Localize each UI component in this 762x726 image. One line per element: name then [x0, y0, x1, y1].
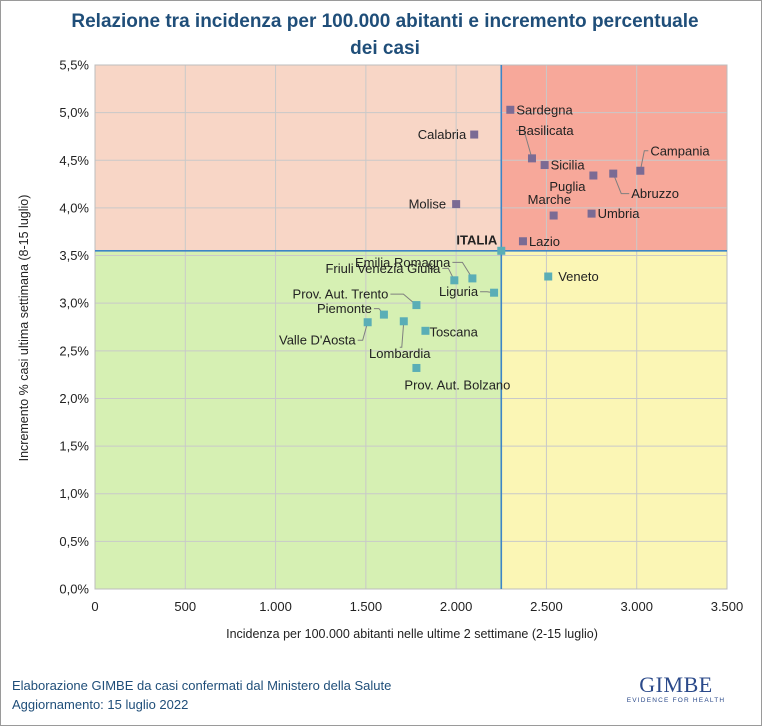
- point-label: Prov. Aut. Bolzano: [404, 377, 510, 392]
- y-tick-label: 4,5%: [59, 153, 89, 168]
- point-label: Sardegna: [516, 102, 573, 117]
- gimbe-logo: GIMBE EVIDENCE FOR HEALTH: [622, 674, 730, 708]
- label-leader: [399, 321, 405, 348]
- y-tick-label: 3,0%: [59, 296, 89, 311]
- point-label: Molise: [409, 197, 447, 212]
- y-tick-label: 2,0%: [59, 391, 89, 406]
- footer-update: Aggiornamento: 15 luglio 2022: [12, 697, 189, 712]
- point-label: Basilicata: [518, 123, 574, 138]
- point-marker: [527, 154, 536, 163]
- point-label: ITALIA: [456, 232, 498, 247]
- point-marker: [540, 161, 549, 170]
- point-label: Sicilia: [551, 158, 586, 173]
- point-marker: [549, 211, 558, 220]
- point-marker: [450, 276, 459, 285]
- point-label: Toscana: [429, 324, 478, 339]
- point-marker: [452, 200, 461, 209]
- y-tick-label: 0,0%: [59, 582, 89, 597]
- point-label: Lombardia: [369, 346, 431, 361]
- point-marker: [518, 237, 527, 246]
- point-label: Prov. Aut. Trento: [293, 287, 389, 302]
- data-points: [363, 105, 645, 372]
- point-label: Veneto: [558, 269, 599, 284]
- label-leader: [639, 150, 649, 171]
- point-label: Friuli Venezia Giulia: [325, 261, 441, 276]
- data-labels: Sardegna Calabria Basilicata Sicilia Campani…: [279, 102, 710, 392]
- x-tick-label: 2.000: [440, 599, 473, 614]
- y-tick-label: 5,0%: [59, 105, 89, 120]
- point-marker: [609, 169, 618, 178]
- y-axis-label: Incremento % casi ultima settimana (8-15…: [17, 195, 31, 462]
- logo-tagline: EVIDENCE FOR HEALTH: [626, 697, 726, 704]
- point-marker: [506, 105, 515, 114]
- y-tick-label: 2,5%: [59, 343, 89, 358]
- point-label: Calabria: [418, 127, 467, 142]
- x-tick-label: 3.000: [620, 599, 653, 614]
- quadrant-bottom-left: [95, 250, 502, 590]
- point-marker: [379, 310, 388, 319]
- point-label: Piemonte: [317, 301, 372, 316]
- x-axis-label: Incidenza per 100.000 abitanti nelle ult…: [226, 627, 598, 641]
- y-tick-label: 5,5%: [59, 58, 89, 73]
- point-marker: [589, 171, 598, 180]
- point-marker: [490, 288, 499, 297]
- point-marker: [363, 318, 372, 327]
- point-marker: [468, 274, 477, 283]
- point-marker: [399, 317, 408, 326]
- point-label: Valle D'Aosta: [279, 333, 356, 348]
- point-label: Campania: [650, 143, 710, 158]
- point-label: Umbria: [598, 206, 641, 221]
- point-marker: [470, 130, 479, 139]
- point-label: Emilia Romagna: [355, 255, 451, 270]
- point-label: Abruzzo: [631, 186, 679, 201]
- x-tick-label: 1.000: [259, 599, 292, 614]
- quadrant-top-left: [95, 65, 502, 251]
- x-tick-label: 0: [91, 599, 98, 614]
- quadrant-bottom-right: [501, 250, 727, 590]
- chart-title: Relazione tra incidenza per 100.000 abit…: [71, 11, 699, 59]
- x-tick-label: 2.500: [530, 599, 563, 614]
- point-marker: [497, 246, 506, 255]
- point-marker: [544, 272, 553, 281]
- point-marker: [587, 209, 596, 218]
- reference-lines: [95, 65, 727, 589]
- gridlines: [94, 64, 728, 590]
- footer-source: Elaborazione GIMBE da casi confermati da…: [12, 678, 392, 693]
- label-leader: [390, 293, 417, 306]
- logo-name: GIMBE: [639, 672, 713, 697]
- point-label: Liguria: [439, 284, 479, 299]
- x-tick-label: 500: [174, 599, 196, 614]
- label-leader: [357, 322, 369, 341]
- label-leader: [612, 173, 630, 195]
- y-tick-label: 1,5%: [59, 439, 89, 454]
- point-marker: [412, 363, 421, 372]
- footer-note: Elaborazione GIMBE da casi confermati da…: [12, 676, 391, 714]
- label-leader: [515, 129, 533, 159]
- quadrant-top-right: [501, 65, 727, 251]
- y-tick-label: 0,5%: [59, 534, 89, 549]
- point-label: Puglia: [549, 179, 586, 194]
- y-tick-label: 1,0%: [59, 486, 89, 501]
- y-tick-label: 3,5%: [59, 248, 89, 263]
- plot-border: [94, 64, 728, 590]
- point-marker: [421, 326, 430, 335]
- plot-background: [95, 65, 727, 590]
- point-label: Lazio: [529, 234, 560, 249]
- point-label: Marche: [528, 192, 571, 207]
- y-tick-label: 4,0%: [59, 200, 89, 215]
- y-axis-ticks: 0,0% 0,5% 1,0% 1,5% 2,0% 2,5% 3,0% 3,5% 4,0% 4,5%…: [59, 58, 89, 597]
- point-marker: [636, 166, 645, 175]
- x-axis-ticks: 0 500 1.000 1.500 2.000 2.500 3.000 3.500: [91, 599, 743, 614]
- x-tick-label: 1.500: [350, 599, 383, 614]
- x-tick-label: 3.500: [711, 599, 744, 614]
- point-marker: [412, 301, 421, 310]
- label-leader: [452, 261, 473, 279]
